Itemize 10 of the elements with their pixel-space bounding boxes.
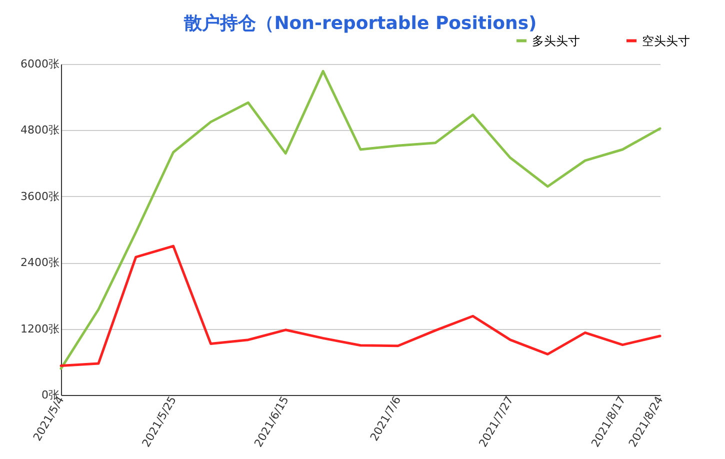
y-tick-label: 3600张 bbox=[20, 190, 60, 203]
y-tick-label: 6000张 bbox=[20, 58, 60, 70]
y-tick-label: 4800张 bbox=[20, 124, 60, 137]
legend-label: 多头头寸 bbox=[532, 34, 580, 48]
y-tick-label: 2400张 bbox=[20, 256, 60, 270]
legend-label: 空头头寸 bbox=[642, 34, 690, 48]
line-series bbox=[60, 70, 662, 370]
chart-title: 散户持仓（Non-reportable Positions) bbox=[183, 13, 537, 34]
line-series bbox=[60, 244, 662, 368]
y-tick-label: 1200张 bbox=[20, 322, 60, 336]
